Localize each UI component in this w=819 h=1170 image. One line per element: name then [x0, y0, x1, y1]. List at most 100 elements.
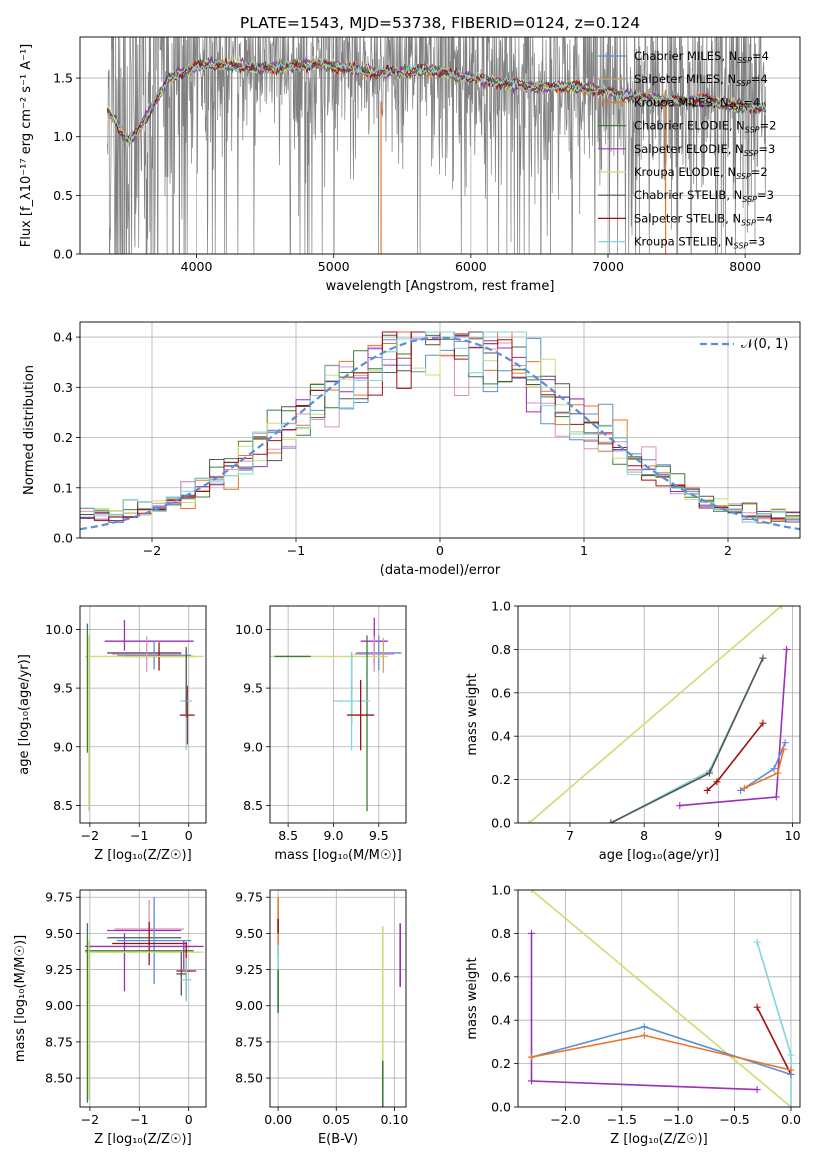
residual-histogram-step	[80, 331, 800, 521]
x-tick-label: 8.5	[278, 828, 298, 843]
y-tick-label: 9.0	[53, 739, 73, 754]
y-axis-label: Flux [f_λ10⁻¹⁷ erg cm⁻² s⁻¹ A⁻¹]	[19, 44, 34, 248]
y-tick-label: 0.8	[491, 926, 511, 941]
axes-frame	[79, 889, 207, 1108]
x-tick-label: 4000	[181, 259, 213, 274]
mass-ebv-panel: 0.00 0.05 0.10 8.50 8.75 9.00 9.25 9.50 9.75 E(B-…	[235, 889, 408, 1147]
x-tick-label: 0.0	[781, 1112, 801, 1127]
y-tick-label: 0.1	[53, 480, 73, 495]
plot-area	[528, 890, 795, 1107]
histogram-panel: −2 −1 0 1 2 0.0 0.1 0.2 0.3 0.4 (data-model)/error…	[22, 321, 801, 578]
legend-label: Chabrier ELODIE, NSSP=2	[634, 119, 776, 135]
y-tick-label: 9.25	[45, 962, 73, 977]
plot-area	[80, 331, 800, 531]
legend: Chabrier MILES, NSSP=4 Salpeter MILES, NS…	[598, 49, 776, 251]
x-tick-label: 0.10	[380, 1112, 408, 1127]
y-tick-label: 8.5	[53, 798, 73, 813]
residual-histogram-step	[80, 331, 800, 523]
axes-frame	[269, 889, 407, 1108]
x-tick-label: 0	[185, 1112, 193, 1127]
model-spectrum	[106, 56, 767, 140]
x-tick-label: 8	[640, 828, 648, 843]
plot-area	[84, 620, 204, 812]
x-tick-label: −1	[287, 543, 305, 558]
y-axis-label: mass weight	[465, 957, 480, 1039]
y-axis-label: mass [log₁₀(M/M☉)]	[13, 935, 28, 1062]
x-tick-label: 0	[185, 828, 193, 843]
y-tick-label: 1.0	[491, 599, 511, 614]
y-tick-label: 0.4	[491, 1013, 511, 1028]
x-tick-label: −2	[81, 828, 99, 843]
x-tick-label: 10	[785, 828, 801, 843]
y-tick-label: 9.25	[235, 962, 263, 977]
y-tick-label: 0.0	[53, 247, 73, 262]
y-tick-label: 9.75	[45, 890, 73, 905]
x-tick-label: 9.5	[369, 828, 389, 843]
cumulative-line	[756, 1006, 792, 1075]
y-tick-label: 0.0	[53, 531, 73, 546]
cumulative-line	[679, 649, 788, 807]
mass-z-panel: −2 −1 0 8.50 8.75 9.00 9.25 9.50 9.75 Z [log₁₀(Z/…	[13, 889, 207, 1147]
y-tick-label: 10.0	[235, 622, 263, 637]
y-tick-label: 0.2	[491, 1056, 511, 1071]
x-tick-label: 8000	[729, 259, 761, 274]
y-tick-label: 0.6	[491, 969, 511, 984]
y-tick-label: 0.0	[491, 1100, 511, 1115]
plot-area	[270, 617, 402, 812]
x-tick-label: −1	[130, 828, 148, 843]
x-tick-label: 9	[714, 828, 722, 843]
y-tick-label: 8.5	[243, 798, 263, 813]
legend-label: Salpeter MILES, NSSP=4	[634, 72, 768, 88]
y-tick-label: 1.5	[53, 71, 73, 86]
y-tick-label: 0.3	[53, 380, 73, 395]
legend-label: 𝒩(0, 1)	[741, 337, 788, 352]
x-axis-label: (data-model)/error	[380, 563, 501, 578]
y-tick-label: 1.0	[491, 883, 511, 898]
axes-frame	[79, 321, 801, 539]
legend-label: Salpeter ELODIE, NSSP=3	[634, 142, 775, 158]
y-tick-label: 0.5	[53, 188, 73, 203]
y-tick-label: 0.4	[491, 729, 511, 744]
x-tick-label: −1	[130, 1112, 148, 1127]
y-tick-label: 1.0	[53, 129, 73, 144]
legend-label: Chabrier STELIB, NSSP=3	[634, 188, 774, 204]
x-axis-label: Z [log₁₀(Z/Z☉)]	[94, 848, 191, 863]
legend-label: Salpeter STELIB, NSSP=4	[634, 211, 773, 227]
axes-frame	[517, 889, 801, 1108]
legend-label: Kroupa STELIB, NSSP=3	[634, 235, 765, 251]
chart-title: PLATE=1543, MJD=53738, FIBERID=0124, z=0…	[240, 14, 640, 32]
x-tick-label: −1.5	[607, 1112, 637, 1127]
x-axis-label: wavelength [Angstrom, rest frame]	[326, 279, 555, 294]
cumulative-line	[610, 657, 764, 823]
x-tick-label: 7	[566, 828, 574, 843]
x-axis-label: Z [log₁₀(Z/Z☉)]	[94, 1132, 191, 1147]
legend-label: Kroupa ELODIE, NSSP=2	[634, 165, 768, 181]
y-tick-label: 9.75	[235, 890, 263, 905]
x-tick-label: 9.0	[324, 828, 344, 843]
y-tick-label: 9.5	[243, 681, 263, 696]
plot-area	[106, 37, 767, 254]
plot-area	[277, 897, 401, 1107]
y-tick-label: 0.2	[491, 772, 511, 787]
y-tick-label: 9.50	[235, 926, 263, 941]
y-tick-label: 8.50	[45, 1071, 73, 1086]
model-spectrum	[106, 57, 767, 142]
y-tick-label: 9.5	[53, 681, 73, 696]
y-tick-label: 0.0	[491, 816, 511, 831]
y-tick-label: 0.8	[491, 642, 511, 657]
legend: 𝒩(0, 1)	[700, 337, 788, 352]
y-tick-label: 0.2	[53, 430, 73, 445]
cumulative-line	[530, 933, 758, 1091]
y-tick-label: 9.0	[243, 739, 263, 754]
axes-frame	[79, 605, 207, 824]
axes-frame	[517, 605, 801, 824]
cumulative-line	[530, 890, 792, 1107]
x-tick-label: −2	[143, 543, 161, 558]
x-tick-label: −2	[81, 1112, 99, 1127]
cumulative-age-panel: 7 8 9 10 0.0 0.2 0.4 0.6 0.8 1.0 age [log₁₀(age/yr…	[465, 599, 801, 864]
x-tick-label: 1	[580, 543, 588, 558]
x-tick-label: 0.05	[322, 1112, 350, 1127]
x-axis-label: E(B-V)	[318, 1132, 358, 1147]
x-tick-label: 2	[724, 543, 732, 558]
